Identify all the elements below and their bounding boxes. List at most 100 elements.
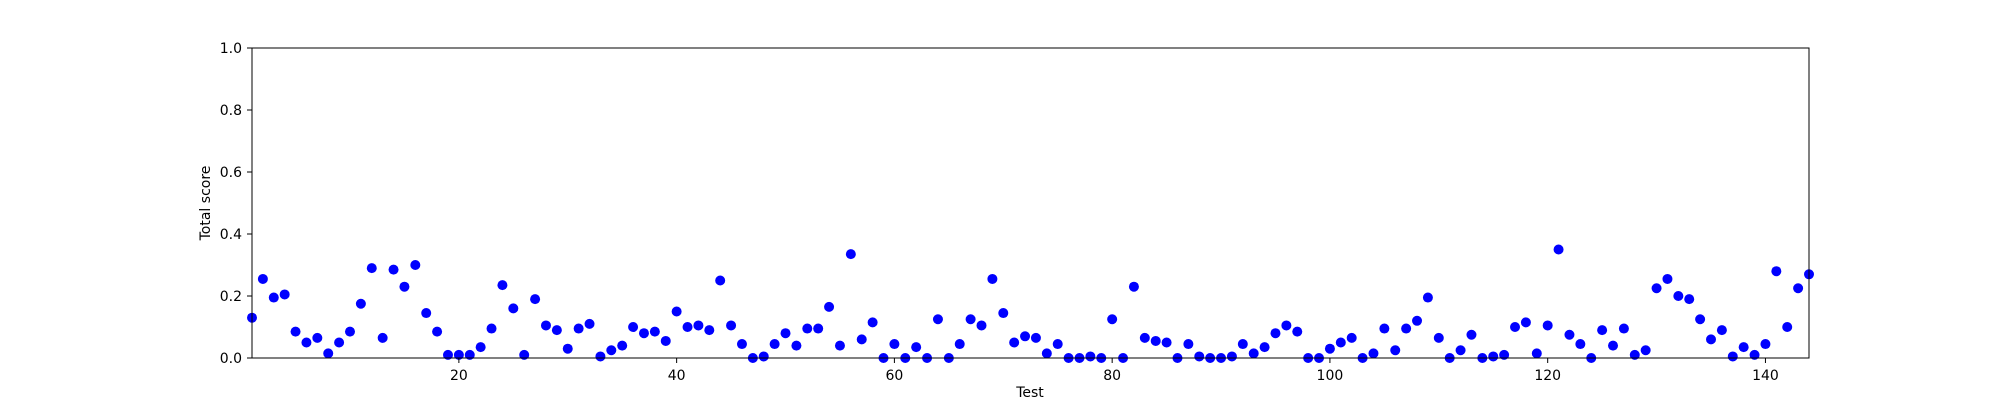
data-point: [1695, 314, 1706, 325]
data-point: [1030, 332, 1041, 343]
data-point: [1324, 343, 1335, 354]
data-point: [573, 323, 584, 334]
data-point: [334, 337, 345, 348]
data-point: [432, 326, 443, 337]
data-point: [1237, 339, 1248, 350]
data-point: [540, 320, 551, 331]
data-point: [987, 273, 998, 284]
data-point: [1009, 337, 1020, 348]
data-point: [508, 303, 519, 314]
data-point: [410, 260, 421, 270]
data-point: [290, 326, 301, 337]
data-point: [791, 340, 802, 351]
data-point: [1085, 351, 1096, 362]
data-point: [1052, 339, 1063, 350]
data-point: [780, 328, 791, 339]
data-point: [1281, 320, 1292, 331]
data-point: [1270, 328, 1281, 339]
data-point: [628, 322, 639, 332]
data-point: [1793, 283, 1804, 294]
data-point: [1194, 351, 1205, 362]
data-point: [845, 249, 856, 260]
data-point: [1673, 291, 1684, 301]
data-point: [486, 323, 497, 334]
data-point: [1771, 266, 1782, 277]
data-point: [1107, 314, 1118, 325]
data-point: [1020, 331, 1031, 342]
data-point: [1618, 323, 1629, 334]
y-tick-label: 0.4: [220, 227, 242, 243]
data-point: [1401, 323, 1412, 334]
data-point: [769, 339, 780, 350]
data-point: [344, 326, 355, 337]
y-tick-label: 1.0: [220, 41, 242, 57]
data-point: [1662, 273, 1673, 284]
data-point: [693, 320, 704, 331]
data-point: [1150, 335, 1161, 346]
data-point: [1183, 339, 1194, 350]
data-point: [1749, 349, 1760, 360]
data-point: [1259, 342, 1270, 353]
data-point: [421, 308, 432, 319]
data-point: [388, 264, 399, 275]
data-point: [889, 339, 900, 350]
x-tick-label: 140: [1752, 368, 1779, 384]
data-point: [965, 314, 976, 325]
data-point: [824, 301, 835, 312]
data-point: [1128, 281, 1139, 292]
data-point: [442, 349, 453, 360]
data-point: [976, 320, 987, 331]
data-point: [682, 322, 693, 332]
data-point: [649, 326, 660, 337]
data-point: [1520, 317, 1531, 328]
x-tick-label: 40: [668, 368, 686, 384]
data-point: [856, 334, 867, 345]
data-point: [1248, 348, 1259, 359]
x-axis-ticks: 20 40 60 80 100 120 140: [450, 358, 1779, 384]
x-tick-label: 20: [450, 368, 468, 384]
x-tick-label: 60: [885, 368, 903, 384]
x-tick-label: 80: [1103, 368, 1121, 384]
data-point: [323, 348, 334, 359]
data-point: [638, 328, 649, 339]
y-tick-label: 0.8: [220, 103, 242, 119]
data-point: [954, 339, 965, 350]
data-point: [802, 323, 813, 334]
data-point: [813, 323, 824, 334]
x-tick-label: 100: [1317, 368, 1344, 384]
data-point: [1738, 342, 1749, 353]
data-point: [1542, 320, 1553, 331]
data-point: [519, 349, 530, 360]
data-point: [1379, 323, 1390, 334]
data-point: [1531, 348, 1542, 359]
data-point: [726, 320, 737, 331]
data-point: [1597, 325, 1608, 336]
data-point: [268, 292, 279, 303]
data-point: [595, 351, 606, 362]
data-point: [475, 342, 486, 353]
data-point: [1510, 322, 1521, 332]
data-point: [1368, 348, 1379, 359]
data-point: [932, 314, 943, 325]
data-points: [247, 244, 1814, 363]
y-tick-label: 0.0: [220, 351, 242, 367]
data-point: [1499, 349, 1510, 360]
data-point: [998, 308, 1009, 319]
y-axis-ticks: 0.0 0.2 0.4 0.6 0.8 1.0: [220, 41, 252, 367]
data-point: [1564, 329, 1575, 340]
data-point: [399, 281, 410, 292]
data-point: [497, 280, 508, 291]
y-axis-title: Total score: [198, 166, 214, 242]
data-point: [464, 349, 475, 360]
data-point: [1466, 329, 1477, 340]
data-point: [660, 335, 671, 346]
data-point: [1629, 349, 1640, 360]
data-point: [562, 343, 573, 354]
data-point: [867, 317, 878, 328]
data-point: [366, 263, 377, 274]
data-point: [1782, 322, 1793, 332]
data-point: [1706, 334, 1717, 345]
data-point: [1640, 345, 1651, 356]
data-point: [530, 294, 541, 305]
data-point: [1335, 337, 1346, 348]
